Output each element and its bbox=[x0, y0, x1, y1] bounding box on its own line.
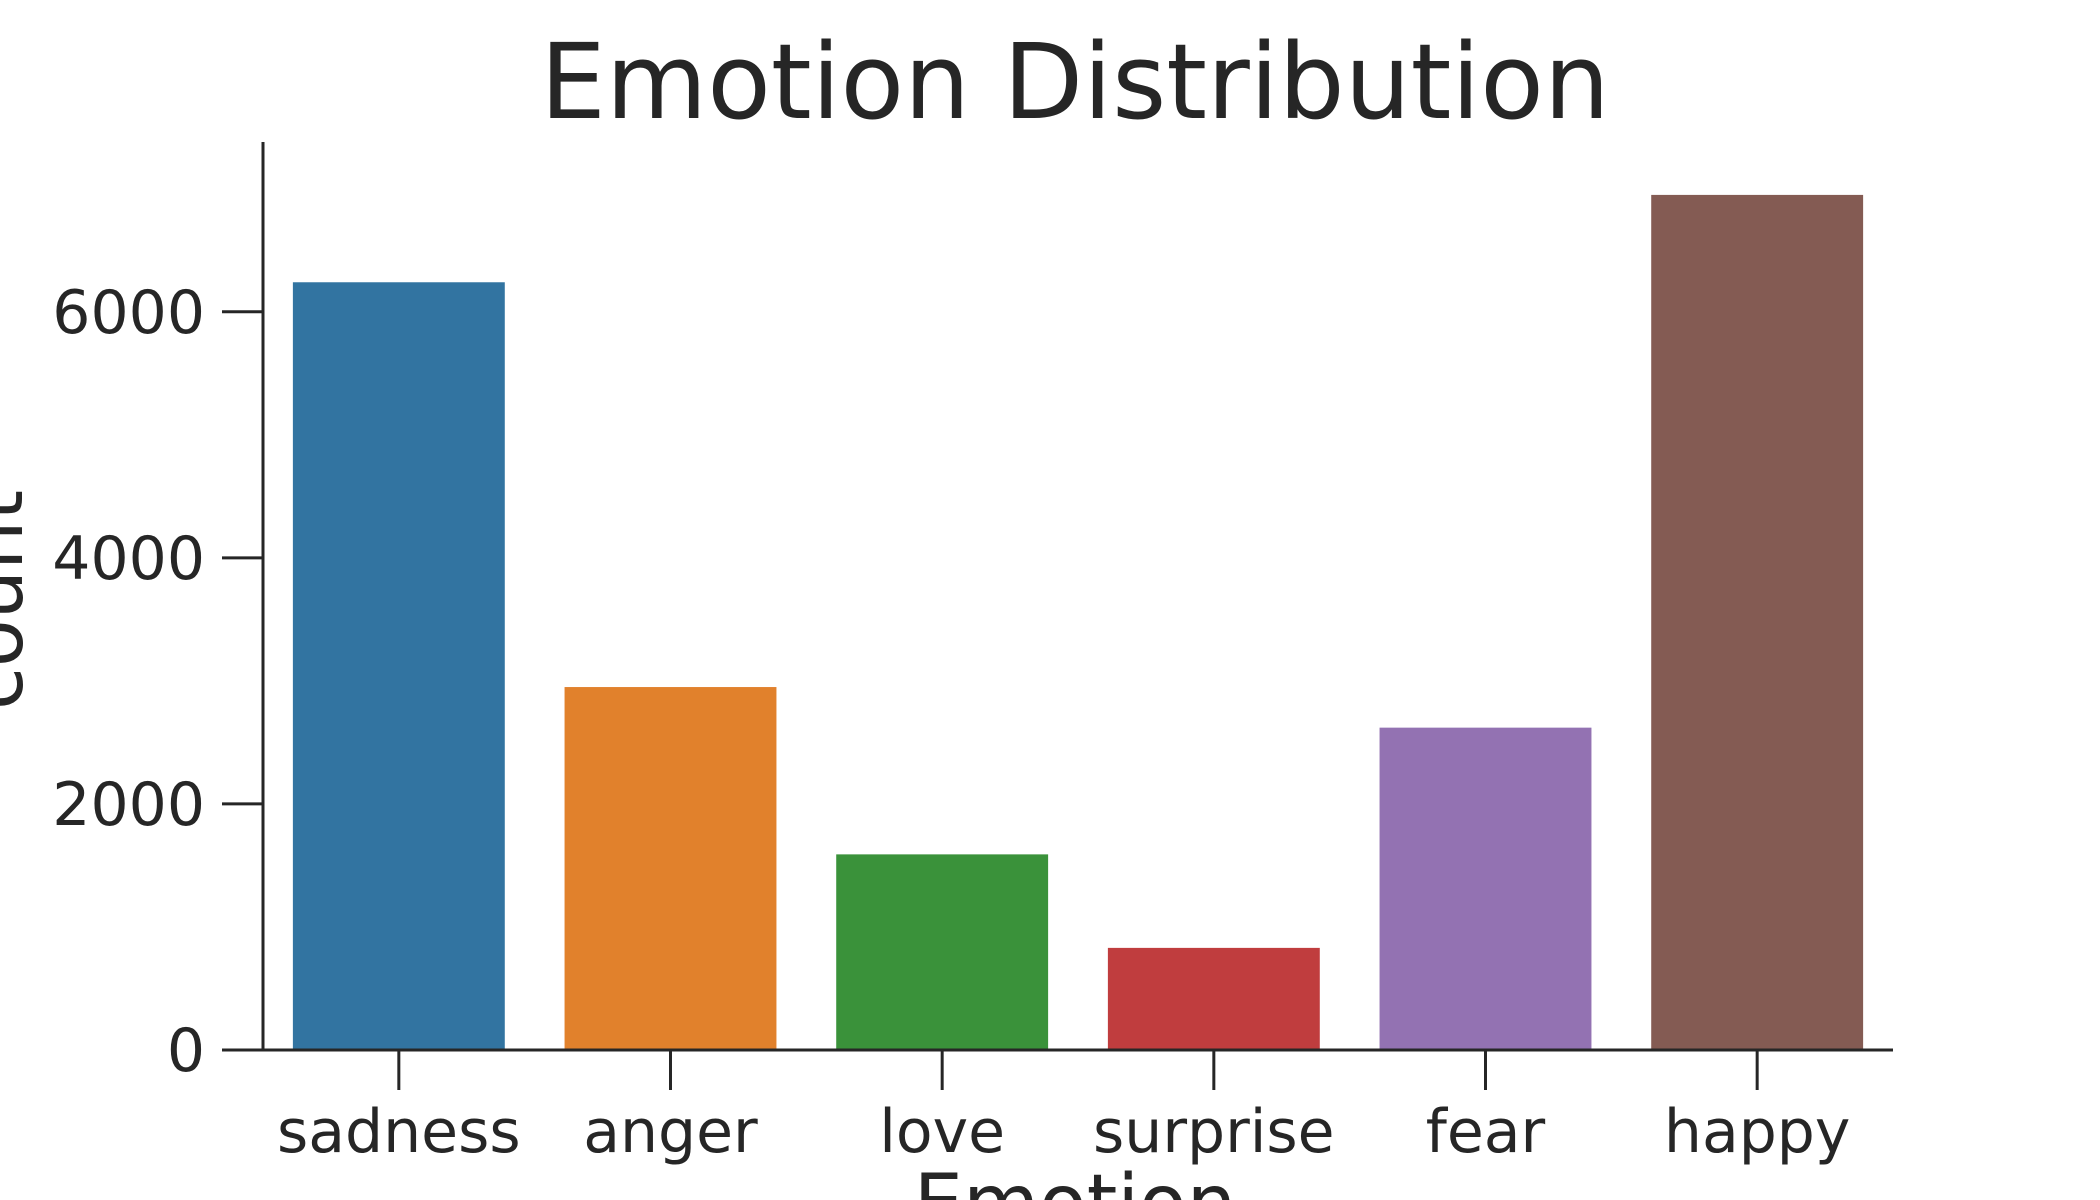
bar-love bbox=[836, 854, 1049, 1050]
x-tick-label: happy bbox=[1664, 1097, 1850, 1167]
bar-anger bbox=[564, 687, 777, 1050]
bars-group bbox=[292, 194, 1864, 1051]
bar-sadness bbox=[292, 282, 505, 1051]
y-tick-label: 0 bbox=[167, 1016, 205, 1086]
x-tick-label: anger bbox=[583, 1097, 758, 1167]
bar-happy bbox=[1651, 194, 1864, 1050]
x-tick-label: surprise bbox=[1093, 1097, 1335, 1167]
x-tick-label: sadness bbox=[277, 1097, 521, 1167]
y-axis-ticks: 0 2000 4000 6000 bbox=[52, 278, 263, 1086]
bar-surprise bbox=[1107, 947, 1320, 1050]
y-tick-label: 6000 bbox=[52, 278, 205, 348]
x-axis-label: Emotion bbox=[914, 1159, 1236, 1200]
x-axis-ticks: sadness anger love surprise fear happy bbox=[277, 1050, 1850, 1167]
y-axis-label: count bbox=[0, 490, 41, 710]
y-tick-label: 2000 bbox=[52, 770, 205, 840]
x-tick-label: love bbox=[879, 1097, 1005, 1167]
y-tick-label: 4000 bbox=[52, 524, 205, 594]
chart-title: Emotion Distribution bbox=[540, 21, 1610, 143]
x-tick-label: fear bbox=[1426, 1097, 1546, 1167]
bar-fear bbox=[1379, 727, 1592, 1050]
